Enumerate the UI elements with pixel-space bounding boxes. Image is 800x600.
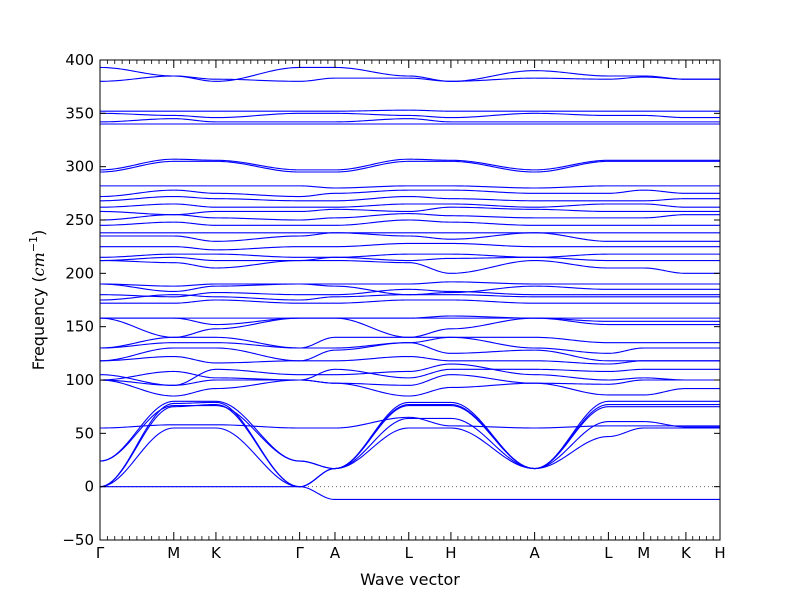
band-series-41 (100, 112, 720, 119)
y-tick-label: 300 (65, 158, 94, 176)
series-layer (100, 66, 720, 501)
y-axis-label: Frequency (cm−1) (27, 230, 48, 371)
x-axis-label: Wave vector (360, 570, 460, 589)
band-series-14 (100, 336, 720, 354)
x-tick-label: K (211, 544, 222, 562)
band-series-36 (100, 185, 720, 189)
band-series-8 (100, 379, 720, 397)
band-series-42 (100, 109, 720, 112)
y-tick-label: 100 (65, 371, 94, 389)
band-series-28 (100, 232, 720, 242)
y-axis-label-prefix: Frequency ( (29, 276, 48, 370)
x-tick-label: H (714, 544, 725, 562)
band-series-31 (100, 213, 720, 221)
band-series-26 (100, 253, 720, 258)
band-series-40 (100, 118, 720, 123)
y-tick-label: 0 (84, 478, 94, 496)
band-series-1 (100, 427, 720, 488)
y-tick-label: 200 (65, 264, 94, 282)
y-axis-label-unit: cm (29, 252, 48, 276)
band-series-37 (100, 160, 720, 173)
band-series-2 (100, 403, 720, 488)
band-series-35 (100, 189, 720, 198)
band-series-34 (100, 195, 720, 202)
x-tick-label: M (637, 544, 650, 562)
band-series-43 (100, 75, 720, 82)
band-series-22 (100, 283, 720, 296)
band-series-20 (100, 294, 720, 301)
x-tick-label: K (681, 544, 692, 562)
x-tick-label: A (529, 544, 540, 562)
band-series-24 (100, 259, 720, 274)
band-series-18 (100, 315, 720, 319)
x-tick-label: Γ (295, 544, 304, 562)
band-series-3 (100, 400, 720, 488)
band-series-15 (100, 336, 720, 349)
x-tick-label: H (445, 544, 456, 562)
x-tick-label: L (604, 544, 613, 562)
y-tick-label: 150 (65, 318, 94, 336)
band-series-7 (100, 486, 720, 501)
band-series-19 (100, 299, 720, 304)
band-series-38 (100, 158, 720, 171)
band-series-27 (100, 242, 720, 251)
y-axis: −50 0 50 100 150 200 250 300 350 400 (62, 51, 720, 549)
y-axis-label-exponent: −1 (27, 236, 40, 252)
y-tick-label: 400 (65, 51, 94, 69)
x-tick-label: Γ (96, 544, 105, 562)
band-series-44 (100, 66, 720, 82)
band-series-5 (100, 400, 720, 470)
band-series-23 (100, 281, 720, 287)
x-tick-label: L (405, 544, 414, 562)
band-series-6 (100, 416, 720, 429)
band-series-25 (100, 256, 720, 262)
band-series-33 (100, 203, 720, 208)
y-axis-label-suffix: ) (29, 230, 48, 236)
y-tick-label: 350 (65, 104, 94, 122)
band-series-10 (100, 368, 720, 381)
y-tick-label: 50 (75, 424, 94, 442)
band-series-16 (100, 317, 720, 338)
band-series-4 (100, 405, 720, 470)
x-tick-label: M (167, 544, 180, 562)
x-tick-label: A (330, 544, 341, 562)
band-series-30 (100, 219, 720, 226)
band-series-21 (100, 288, 720, 298)
y-tick-label: −50 (62, 531, 94, 549)
band-series-9 (100, 374, 720, 386)
band-series-11 (100, 363, 720, 386)
band-series-17 (100, 317, 720, 326)
band-series-13 (100, 342, 720, 362)
plot-frame (99, 59, 721, 541)
band-series-32 (100, 206, 720, 216)
y-tick-label: 250 (65, 211, 94, 229)
